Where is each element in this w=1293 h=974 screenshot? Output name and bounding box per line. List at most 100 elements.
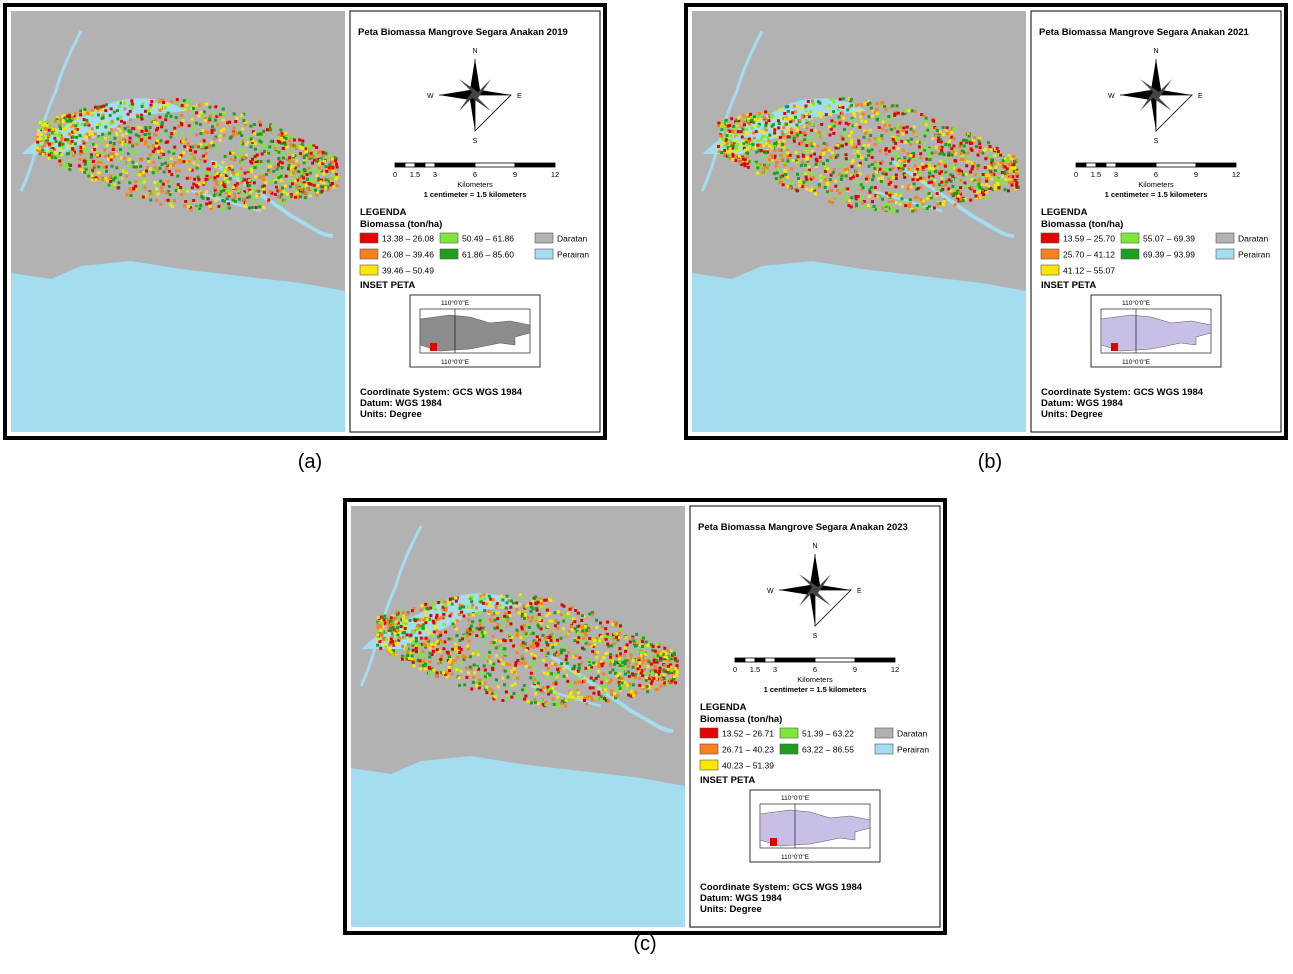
mangrove-pixel [654,650,657,653]
scale-segment [1116,163,1156,167]
mangrove-pixel [882,172,885,175]
mangrove-pixel [470,688,473,691]
mangrove-pixel [452,669,455,672]
mangrove-pixel [965,164,968,167]
legend-swatch [360,265,378,275]
mangrove-pixel [267,178,270,181]
mangrove-pixel [205,190,208,193]
mangrove-pixel [810,188,813,191]
mangrove-pixel [619,687,622,690]
mangrove-pixel [752,132,755,135]
mangrove-pixel [643,659,646,662]
mangrove-pixel [153,184,156,187]
legend-swatch [440,233,458,243]
mangrove-pixel [78,164,81,167]
mangrove-pixel [416,627,419,630]
mangrove-pixel [895,177,898,180]
mangrove-pixel [155,100,158,103]
mangrove-pixel [182,119,185,122]
mangrove-pixel [652,677,655,680]
mangrove-pixel [277,195,280,198]
mangrove-pixel [504,639,507,642]
mangrove-pixel [789,186,792,189]
mangrove-pixel [858,110,861,113]
mangrove-pixel [115,166,118,169]
mangrove-pixel [720,151,723,154]
mangrove-pixel [802,173,805,176]
mangrove-pixel [813,117,816,120]
mangrove-pixel [923,135,926,138]
mangrove-pixel [826,143,829,146]
mangrove-pixel [760,149,763,152]
mangrove-pixel [663,664,666,667]
mangrove-pixel [157,150,160,153]
mangrove-pixel [767,139,770,142]
mangrove-pixel [777,119,780,122]
mangrove-pixel [236,154,239,157]
mangrove-pixel [801,114,804,117]
mangrove-pixel [656,643,659,646]
mangrove-pixel [195,111,198,114]
legend-heading: LEGENDA [1041,207,1088,218]
mangrove-pixel [161,190,164,193]
mangrove-pixel [957,195,960,198]
mangrove-pixel [123,107,126,110]
mangrove-pixel [951,185,954,188]
mangrove-pixel [922,180,925,183]
mangrove-pixel [530,610,533,613]
mangrove-pixel [423,654,426,657]
mangrove-pixel [812,176,815,179]
mangrove-pixel [537,682,540,685]
mangrove-pixel [436,671,439,674]
scale-tick-label: 9 [853,665,857,674]
mangrove-pixel [295,159,298,162]
mangrove-pixel [532,660,535,663]
mangrove-pixel [581,633,584,636]
mangrove-pixel [75,136,78,139]
mangrove-pixel [438,650,441,653]
mangrove-pixel [954,203,957,206]
mangrove-pixel [114,176,117,179]
mangrove-pixel [925,123,928,126]
mangrove-pixel [536,635,539,638]
mangrove-pixel [831,122,834,125]
mangrove-pixel [240,181,243,184]
mangrove-pixel [111,186,114,189]
mangrove-pixel [907,160,910,163]
mangrove-pixel [785,123,788,126]
mangrove-pixel [105,177,108,180]
mangrove-pixel [796,129,799,132]
mangrove-pixel [969,171,972,174]
mangrove-pixel [83,160,86,163]
mangrove-pixel [159,155,162,158]
mangrove-pixel [975,145,978,148]
coordinate-info: Units: Degree [1041,409,1103,420]
mangrove-pixel [978,139,981,142]
mangrove-pixel [484,682,487,685]
mangrove-pixel [807,166,810,169]
mangrove-pixel [206,131,209,134]
mangrove-pixel [42,136,45,139]
mangrove-pixel [310,187,313,190]
mangrove-pixel [775,135,778,138]
mangrove-pixel [674,681,677,684]
mangrove-pixel [567,651,570,654]
mangrove-pixel [676,664,679,667]
mangrove-pixel [282,147,285,150]
mangrove-pixel [939,160,942,163]
mangrove-pixel [256,154,259,157]
scale-tick-label: 9 [513,170,517,179]
mangrove-pixel [930,181,933,184]
mangrove-pixel [318,171,321,174]
mangrove-pixel [845,122,848,125]
mangrove-pixel [393,632,396,635]
mangrove-pixel [668,659,671,662]
mangrove-pixel [878,149,881,152]
legend-heading: LEGENDA [700,702,747,713]
mangrove-pixel [332,174,335,177]
mangrove-pixel [199,123,202,126]
mangrove-pixel [945,180,948,183]
mangrove-pixel [595,626,598,629]
mangrove-pixel [604,688,607,691]
mangrove-pixel [386,621,389,624]
